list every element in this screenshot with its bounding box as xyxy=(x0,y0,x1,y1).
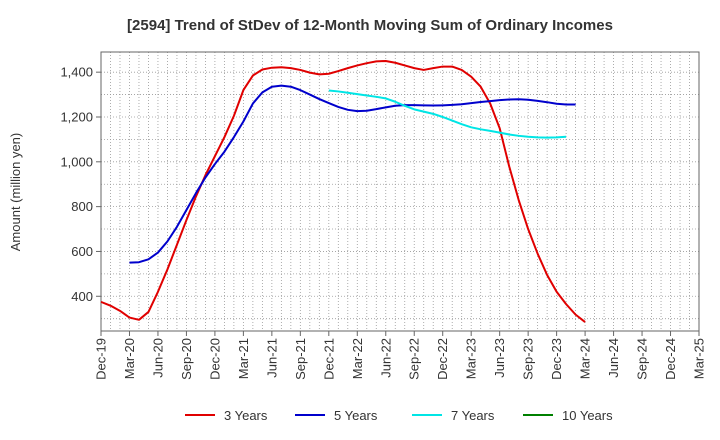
x-axis: Dec-19 Mar-20 Jun-20 Sep-20 Dec-20 Mar-21 Jun-… xyxy=(94,331,707,380)
y-tick-label: 1,000 xyxy=(60,154,93,169)
series-lines xyxy=(100,59,586,323)
x-tick-label: Jun-24 xyxy=(606,338,621,378)
x-tick-label: Dec-22 xyxy=(435,338,450,380)
x-tick-label: Sep-22 xyxy=(407,338,422,380)
series-line-7-years xyxy=(328,89,567,139)
x-tick-label: Sep-23 xyxy=(521,338,536,380)
legend: 3 Years 5 Years 7 Years 10 Years xyxy=(185,408,613,423)
y-tick-label: 400 xyxy=(71,289,93,304)
x-tick-label: Sep-21 xyxy=(293,338,308,380)
series-line-3-years xyxy=(100,59,586,323)
y-axis: 400 600 800 1,000 1,200 1,400 xyxy=(60,65,101,304)
y-axis-label: Amount (million yen) xyxy=(8,133,23,252)
grid xyxy=(101,52,699,331)
x-tick-label: Dec-24 xyxy=(663,338,678,380)
legend-label: 5 Years xyxy=(334,408,378,423)
x-tick-label: Dec-19 xyxy=(94,338,109,380)
x-tick-label: Jun-21 xyxy=(264,338,279,378)
x-tick-label: Dec-20 xyxy=(207,338,222,380)
x-tick-label: Mar-22 xyxy=(350,338,365,379)
chart-title: [2594] Trend of StDev of 12-Month Moving… xyxy=(127,17,613,34)
y-tick-label: 1,200 xyxy=(60,109,93,124)
plot-area xyxy=(100,51,700,332)
x-tick-label: Jun-20 xyxy=(150,338,165,378)
x-tick-label: Mar-24 xyxy=(578,338,593,379)
x-tick-label: Jun-22 xyxy=(378,338,393,378)
legend-label: 3 Years xyxy=(224,408,268,423)
x-tick-label: Mar-25 xyxy=(692,338,707,379)
x-tick-label: Sep-24 xyxy=(635,338,650,380)
y-tick-label: 800 xyxy=(71,199,93,214)
x-tick-label: Mar-20 xyxy=(122,338,137,379)
x-tick-label: Mar-23 xyxy=(464,338,479,379)
legend-label: 10 Years xyxy=(562,408,613,423)
x-tick-label: Jun-23 xyxy=(492,338,507,378)
x-tick-label: Sep-20 xyxy=(179,338,194,380)
series-line-5-years xyxy=(129,84,576,264)
x-tick-label: Dec-23 xyxy=(549,338,564,380)
y-tick-label: 1,400 xyxy=(60,65,93,80)
x-tick-label: Mar-21 xyxy=(236,338,251,379)
x-tick-label: Dec-21 xyxy=(321,338,336,380)
legend-label: 7 Years xyxy=(451,408,495,423)
y-tick-label: 600 xyxy=(71,244,93,259)
